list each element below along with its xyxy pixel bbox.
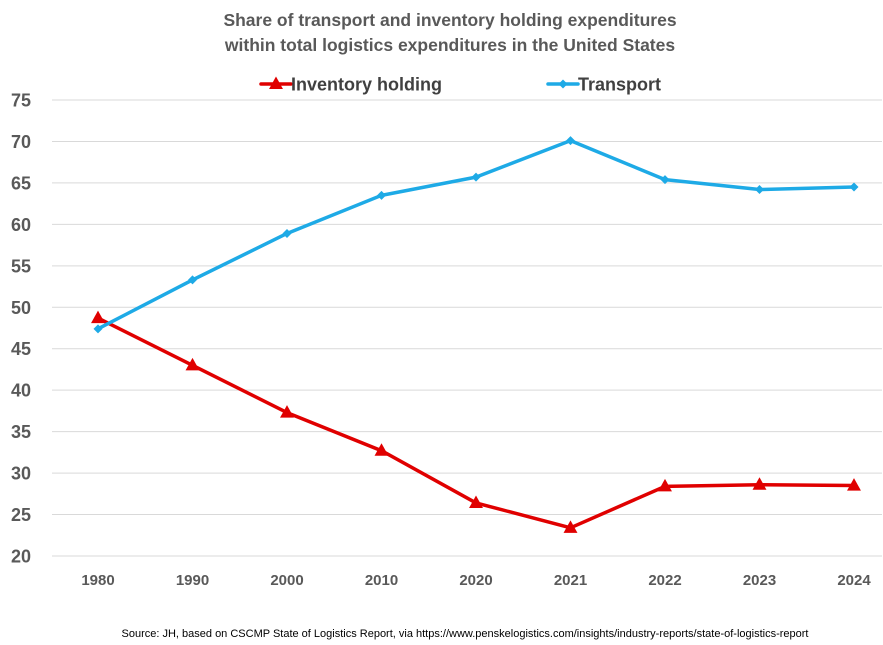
chart-title-line-2: within total logistics expenditures in t…: [224, 35, 675, 55]
series-group: [91, 136, 861, 533]
gridlines: [52, 99, 882, 557]
legend-item-inventory-holding: Inventory holding: [259, 75, 442, 95]
data-point-transport-2024: [849, 182, 859, 192]
legend-marker-inventory-holding: [269, 76, 283, 90]
chart-title-line-1: Share of transport and inventory holding…: [223, 10, 676, 30]
x-tick-label-2024: 2024: [837, 572, 871, 589]
x-tick-label-2000: 2000: [270, 572, 303, 589]
data-point-inventory-holding-2021: [563, 520, 578, 533]
data-point-inventory-holding-2022: [658, 478, 672, 492]
series-line-transport: [96, 138, 856, 331]
x-axis: 1980 1990 2000 2010 2020 2021 2022 2023 2024: [81, 572, 871, 589]
y-tick-label-20: 20: [11, 547, 31, 567]
x-tick-label-1980: 1980: [81, 572, 114, 589]
data-point-inventory-holding-2000: [280, 405, 294, 418]
y-tick-label-40: 40: [11, 381, 31, 401]
data-point-transport-1990: [188, 275, 197, 285]
chart-title: Share of transport and inventory holding…: [223, 10, 676, 55]
y-tick-label-55: 55: [11, 256, 31, 276]
y-tick-label-60: 60: [11, 215, 31, 235]
data-point-transport-2000: [282, 228, 292, 238]
x-tick-label-1990: 1990: [176, 572, 209, 589]
y-tick-label-65: 65: [11, 173, 31, 193]
series-transport: [93, 136, 859, 334]
legend-label-transport: Transport: [578, 75, 661, 95]
legend: Inventory holding Transport: [259, 75, 661, 95]
data-point-transport-2022: [660, 175, 670, 185]
source-note: Source: JH, based on CSCMP State of Logi…: [122, 628, 809, 640]
x-tick-label-2022: 2022: [648, 572, 681, 589]
y-tick-label-45: 45: [11, 339, 31, 359]
x-tick-label-2023: 2023: [743, 572, 776, 589]
legend-marker-transport: [558, 79, 568, 89]
data-point-transport-1980: [93, 324, 103, 334]
data-point-transport-2010: [377, 190, 386, 200]
series-inventory-holding: [91, 310, 861, 533]
data-point-inventory-holding-1980: [91, 310, 105, 324]
data-point-inventory-holding-2023: [752, 477, 767, 490]
data-point-inventory-holding-2020: [469, 495, 483, 508]
data-point-transport-2023: [755, 185, 764, 195]
data-point-inventory-holding-1990: [185, 357, 200, 371]
y-tick-label-50: 50: [11, 298, 31, 318]
legend-label-inventory-holding: Inventory holding: [291, 75, 442, 95]
data-point-transport-2020: [471, 172, 481, 182]
y-tick-label-75: 75: [11, 91, 31, 111]
data-point-transport-2021: [566, 136, 575, 146]
y-tick-label-30: 30: [11, 464, 31, 484]
y-tick-label-25: 25: [11, 505, 31, 525]
y-tick-label-35: 35: [11, 422, 31, 442]
data-point-inventory-holding-2010: [374, 443, 389, 456]
legend-item-transport: Transport: [546, 75, 661, 95]
x-tick-label-2020: 2020: [459, 572, 492, 589]
x-tick-label-2010: 2010: [365, 572, 398, 589]
data-point-inventory-holding-2024: [847, 478, 861, 491]
y-axis: 20 25 30 35 40 45 50 55 60 65 70 75: [11, 91, 31, 567]
x-tick-label-2021: 2021: [554, 572, 587, 589]
y-tick-label-70: 70: [11, 132, 31, 152]
